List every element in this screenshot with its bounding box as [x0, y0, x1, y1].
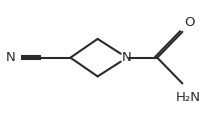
- Text: N: N: [122, 51, 132, 64]
- Text: H₂N: H₂N: [176, 91, 201, 104]
- Text: O: O: [184, 16, 195, 29]
- Text: N: N: [6, 51, 16, 64]
